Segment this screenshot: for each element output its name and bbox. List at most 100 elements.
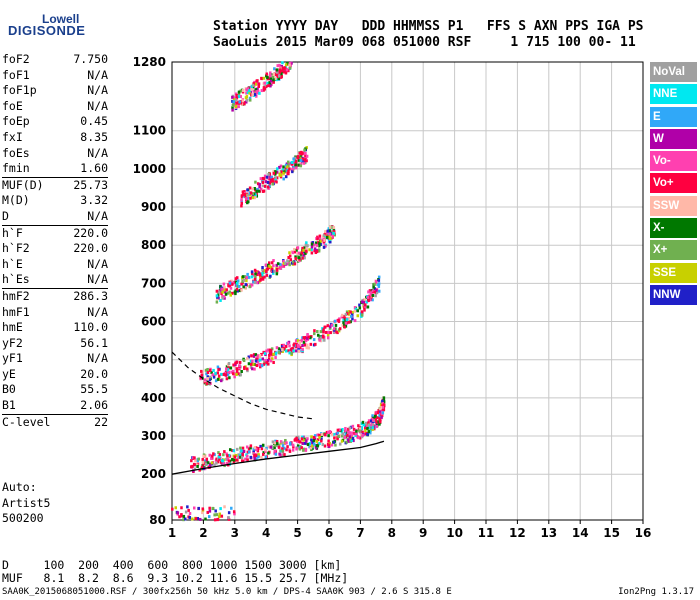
param-row: fmin 1.60 [2, 161, 108, 177]
legend-item-vo: Vo- [650, 151, 697, 172]
echo-point [259, 278, 262, 282]
echo-point [226, 372, 230, 376]
echo-point [201, 511, 204, 515]
echo-point [271, 446, 274, 450]
echo-point [287, 260, 291, 264]
echo-point [214, 371, 217, 375]
echo-point [277, 445, 281, 449]
echo-point [232, 363, 235, 367]
digisonde-logo: Lowell DIGISONDE [6, 12, 85, 38]
echo-point [288, 351, 291, 355]
echo-point [240, 369, 243, 373]
echo-point [254, 359, 258, 363]
param-row: M(D) 3.32 [2, 193, 108, 209]
echo-point [288, 344, 291, 348]
legend-item-vo: Vo+ [650, 173, 697, 194]
echo-point [273, 172, 277, 176]
echo-point [305, 439, 308, 443]
echo-point [253, 446, 257, 450]
echo-point [345, 310, 349, 314]
autoscaling-info: Auto: Artist5 500200 [2, 480, 50, 527]
echo-point [234, 292, 237, 296]
echo-point [298, 343, 302, 347]
echo-point [226, 291, 230, 295]
echo-point [343, 323, 346, 327]
echo-point [272, 170, 275, 174]
echo-point [302, 248, 305, 252]
echo-point [212, 452, 215, 456]
echo-point [304, 251, 307, 255]
echo-point [351, 436, 355, 440]
echo-point [251, 192, 255, 196]
echo-point [237, 453, 240, 457]
param-value: 220.0 [73, 225, 108, 240]
echo-point [257, 446, 260, 450]
echo-point [261, 272, 264, 276]
echo-point [262, 451, 266, 455]
echo-point [237, 90, 241, 94]
echo-point [211, 454, 214, 458]
echo-point [318, 242, 321, 246]
echo-point [274, 170, 277, 174]
y-tick-label: 800 [141, 238, 166, 252]
echo-point [281, 348, 284, 352]
echo-point [246, 193, 250, 197]
echo-point [328, 229, 331, 233]
echo-point [225, 377, 229, 381]
echo-point [341, 323, 345, 327]
echo-point [316, 444, 319, 448]
echo-point [296, 339, 300, 343]
echo-point [229, 293, 233, 297]
echo-point [255, 364, 259, 368]
echo-point [295, 436, 298, 440]
echo-point [267, 445, 270, 449]
echo-point [234, 277, 238, 281]
echo-point [266, 81, 269, 85]
param-name: h`Es [2, 272, 30, 287]
echo-point [313, 243, 316, 247]
echo-point [256, 187, 259, 191]
echo-point [257, 455, 260, 459]
echo-point [316, 237, 319, 241]
echo-point [300, 251, 304, 255]
echo-point [245, 197, 248, 201]
echo-point [268, 172, 272, 176]
echo-point [171, 507, 174, 511]
echo-point [256, 355, 259, 359]
echo-point [242, 359, 246, 363]
echo-point [348, 320, 351, 324]
echo-point [269, 265, 273, 269]
echo-point [235, 367, 238, 371]
echo-point [362, 304, 365, 308]
echo-point [381, 405, 385, 409]
echo-point [314, 241, 318, 245]
echo-point [178, 515, 181, 519]
echo-point [235, 93, 238, 97]
echo-point [354, 432, 357, 436]
echo-point [353, 306, 357, 310]
echo-point [184, 510, 188, 514]
echo-point [264, 263, 268, 267]
legend-item-sse: SSE [650, 262, 697, 283]
echo-point [273, 449, 276, 453]
echo-point [218, 512, 222, 516]
echo-point [270, 175, 273, 179]
echo-point [223, 450, 226, 454]
echo-point [284, 163, 288, 167]
echo-point [275, 267, 279, 271]
echo-point [346, 312, 349, 316]
echo-point [312, 436, 316, 440]
echo-point [281, 345, 284, 349]
echo-point [227, 370, 231, 374]
echo-point [367, 298, 370, 302]
param-name: B1 [2, 398, 16, 413]
echo-point [217, 368, 220, 372]
echo-point [332, 228, 336, 232]
echo-point [288, 254, 292, 258]
y-tick-label: 900 [141, 200, 166, 214]
param-row: fxI 8.35 [2, 130, 108, 146]
echo-point [347, 430, 350, 434]
echo-point [246, 91, 250, 95]
echo-point [268, 350, 272, 354]
echo-point [234, 102, 237, 106]
